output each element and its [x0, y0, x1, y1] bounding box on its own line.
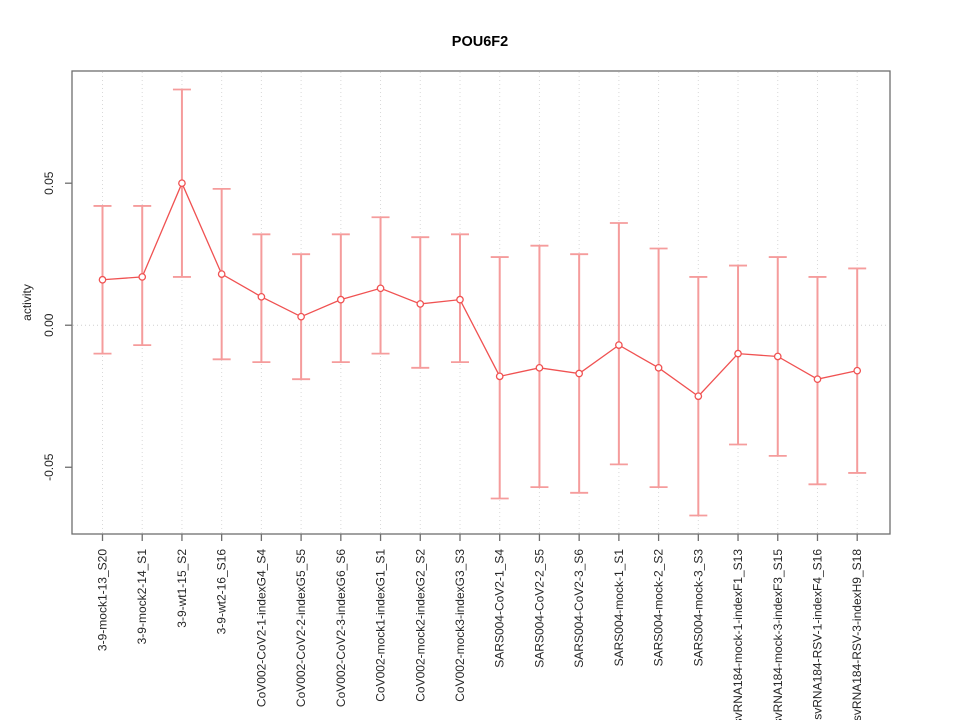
- data-point: [456, 295, 464, 304]
- data-line: [102, 181, 858, 398]
- x-tick-label: SARS004-mock-3_S3: [691, 549, 705, 667]
- data-point: [535, 363, 544, 372]
- plot-border: [71, 70, 891, 535]
- y-tick-label: 0.00: [42, 313, 56, 337]
- x-tick-label: CoV002-CoV2-2-indexG5_S5: [294, 549, 308, 707]
- chart-title: POU6F2: [451, 34, 509, 50]
- data-point: [853, 366, 862, 375]
- x-tick-label: CoV002-mock2-indexG2_S2: [413, 549, 427, 702]
- x-tick-label: svRNA184-RSV-1-indexF4_S16: [810, 549, 824, 720]
- x-tick-label: svRNA184-mock-3-indexF3_S15: [771, 549, 785, 720]
- y-tick-label: -0.05: [42, 453, 56, 481]
- data-point: [178, 179, 186, 188]
- data-point: [297, 312, 305, 321]
- x-tick-label: 3-9-mock2-14_S1: [135, 549, 149, 645]
- data-point: [257, 292, 266, 301]
- y-axis-label: activity: [20, 284, 34, 321]
- data-point: [615, 341, 623, 349]
- x-tick-label: CoV002-CoV2-1-indexG4_S4: [254, 549, 268, 707]
- x-tick-label: CoV002-mock3-indexG3_S3: [453, 549, 467, 702]
- data-point: [138, 273, 147, 281]
- x-tick-label: CoV002-CoV2-3-indexG6_S6: [334, 549, 348, 707]
- x-tick-label: SARS004-CoV2-2_S5: [532, 549, 546, 668]
- x-tick-label: CoV002-mock1-indexG1_S1: [374, 549, 388, 702]
- x-tick-label: 3-9-mock1-13_S20: [96, 549, 110, 651]
- x-tick-label: svRNA184-RSV-3-indexH9_S18: [850, 549, 864, 720]
- x-tick-label: SARS004-CoV2-1_S4: [493, 549, 507, 668]
- data-point: [336, 295, 345, 304]
- x-tick-label: SARS004-mock-2_S2: [652, 549, 666, 667]
- x-tick-label: SARS004-mock-1_S1: [612, 549, 626, 667]
- data-point: [575, 369, 584, 378]
- data-point: [773, 352, 782, 361]
- data-point: [98, 275, 107, 284]
- data-point: [813, 375, 822, 384]
- data-point: [654, 363, 663, 372]
- data-point: [694, 392, 703, 401]
- x-tick-label: svRNA184-mock-1-indexF1_S13: [731, 549, 745, 720]
- y-tick-label: 0.05: [42, 171, 56, 195]
- data-point: [495, 372, 504, 381]
- x-tick-label: 3-9-wt1-15_S2: [175, 549, 189, 628]
- x-tick-label: 3-9-wt2-16_S16: [215, 549, 229, 635]
- x-tick-label: SARS004-CoV2-3_S6: [572, 549, 586, 668]
- data-point: [734, 349, 742, 358]
- data-point: [217, 270, 226, 278]
- data-point: [376, 284, 385, 293]
- data-point: [416, 300, 425, 308]
